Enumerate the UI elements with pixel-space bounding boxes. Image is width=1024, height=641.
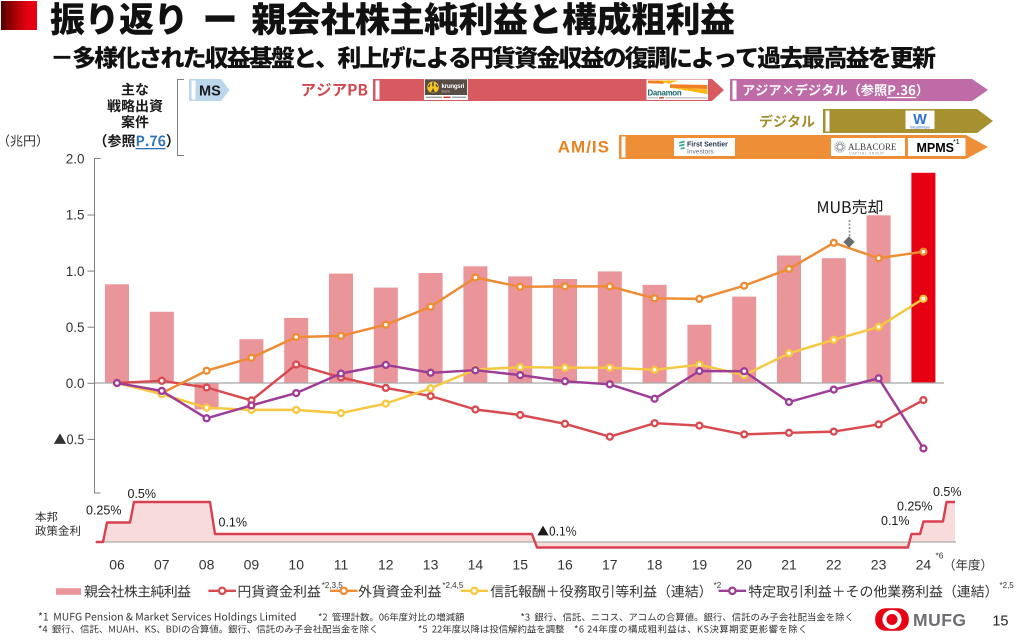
svg-text:ALBACORE: ALBACORE	[848, 142, 897, 152]
svg-text:0.1%: 0.1%	[881, 514, 910, 528]
svg-text:*2,5: *2,5	[1000, 581, 1015, 590]
svg-text:*1: *1	[953, 139, 960, 146]
svg-text:*2,3,5: *2,3,5	[322, 581, 343, 590]
svg-text:*6: *6	[936, 551, 944, 561]
svg-text:Danamon: Danamon	[648, 89, 682, 98]
svg-text:0.5: 0.5	[66, 320, 85, 335]
svg-text:0.5%: 0.5%	[933, 485, 962, 499]
svg-text:15: 15	[512, 557, 528, 573]
svg-text:WealthNavi: WealthNavi	[910, 124, 930, 129]
svg-text:0.25%: 0.25%	[86, 504, 121, 518]
svg-text:17: 17	[602, 557, 618, 573]
svg-text:14: 14	[468, 557, 484, 573]
svg-text:20: 20	[736, 557, 752, 573]
svg-text:12: 12	[378, 557, 394, 573]
svg-text:24: 24	[916, 557, 932, 573]
svg-text:0.1%: 0.1%	[219, 516, 248, 530]
svg-text:15: 15	[992, 614, 1008, 630]
svg-text:0.25%: 0.25%	[897, 500, 932, 514]
svg-text:23: 23	[871, 557, 887, 573]
svg-text:AM/IS: AM/IS	[558, 138, 610, 157]
svg-text:2.0: 2.0	[66, 152, 85, 167]
svg-text:19: 19	[692, 557, 708, 573]
svg-text:08: 08	[199, 557, 215, 573]
svg-text:*2: *2	[714, 581, 722, 590]
svg-text:CAPITAL GROUP: CAPITAL GROUP	[849, 152, 884, 156]
svg-text:MUFG: MUFG	[913, 610, 967, 630]
svg-text:16: 16	[557, 557, 573, 573]
svg-text:06: 06	[109, 557, 125, 573]
svg-text:1.0: 1.0	[66, 264, 85, 279]
svg-text:18: 18	[647, 557, 663, 573]
svg-text:21: 21	[781, 557, 797, 573]
svg-text:Investors: Investors	[687, 149, 714, 156]
svg-text:Bank: Bank	[442, 90, 451, 94]
svg-text:22: 22	[826, 557, 842, 573]
svg-text:13: 13	[423, 557, 439, 573]
svg-text:09: 09	[244, 557, 260, 573]
svg-text:07: 07	[154, 557, 170, 573]
svg-text:0.0: 0.0	[66, 376, 85, 391]
svg-text:0.5%: 0.5%	[128, 487, 157, 501]
svg-text:11: 11	[334, 557, 349, 573]
svg-text:*2,4,5: *2,4,5	[442, 581, 463, 590]
svg-text:1.5: 1.5	[66, 208, 85, 223]
svg-text:MS: MS	[199, 84, 221, 100]
svg-text:krungsri: krungsri	[442, 83, 465, 90]
svg-text:First Sentier: First Sentier	[687, 142, 728, 149]
svg-text:W: W	[913, 112, 927, 128]
svg-text:MPMS: MPMS	[917, 141, 955, 155]
svg-text:10: 10	[288, 557, 304, 573]
